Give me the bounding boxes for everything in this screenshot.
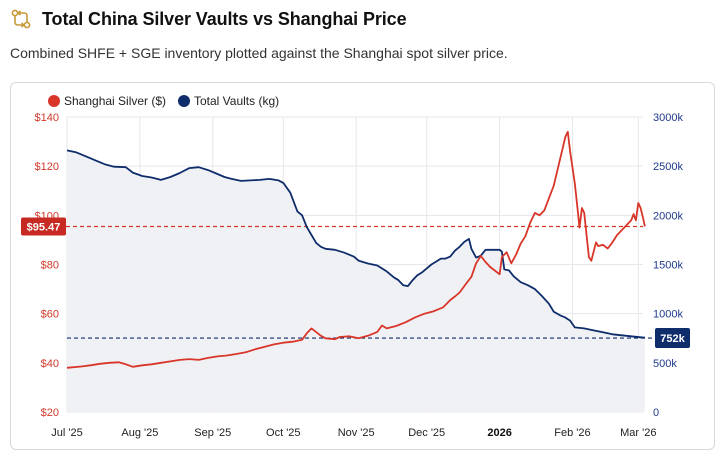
price-current-badge-label: $95.47 xyxy=(27,221,61,233)
left-axis-tick: $120 xyxy=(35,161,59,173)
left-axis-tick: $140 xyxy=(35,112,59,124)
x-axis-tick: Sep '25 xyxy=(194,427,231,439)
legend-label-price[interactable]: Shanghai Silver ($) xyxy=(64,94,166,108)
right-axis-tick: 2000k xyxy=(653,210,683,222)
left-axis-tick: $20 xyxy=(41,407,59,419)
price-series-line xyxy=(66,130,646,369)
right-axis-tick: 0 xyxy=(653,407,659,419)
x-axis-tick: Jul '25 xyxy=(51,427,82,439)
legend-label-vaults[interactable]: Total Vaults (kg) xyxy=(194,94,279,108)
legend-swatch-vaults xyxy=(178,95,190,107)
right-axis-tick: 1000k xyxy=(653,309,683,321)
x-axis-tick: Oct '25 xyxy=(266,427,301,439)
x-axis-tick: 2026 xyxy=(487,427,511,439)
vaults-current-badge xyxy=(655,328,690,349)
chart-card: $20 $40 $60 $80 $100 $120 $140 0 500k 1000k 1500k 2… xyxy=(10,82,715,450)
chart: $20$40$60$80$100$120$1400500k1000k1500k2… xyxy=(21,94,690,439)
x-axis-tick: Feb '26 xyxy=(554,427,590,439)
page-title: Total China Silver Vaults vs Shanghai Pr… xyxy=(42,8,407,29)
right-axis-tick: 1500k xyxy=(653,260,683,272)
right-axis-tick: 500k xyxy=(653,358,677,370)
vaults-area-fill xyxy=(67,150,645,412)
swap-arrows-icon xyxy=(11,9,31,29)
vaults-series-line xyxy=(66,149,645,339)
price-current-badge xyxy=(21,217,66,236)
right-axis-tick: 2500k xyxy=(653,161,683,173)
left-axis-tick: $60 xyxy=(41,309,59,321)
legend[interactable]: Shanghai Silver ($) Total Vaults (kg) xyxy=(48,94,279,108)
left-axis-tick: $80 xyxy=(41,260,59,272)
vaults-current-badge-label: 752k xyxy=(660,333,685,345)
legend-swatch-price xyxy=(48,95,60,107)
x-axis-tick: Mar '26 xyxy=(620,427,656,439)
x-axis-tick: Nov '25 xyxy=(338,427,375,439)
left-axis-tick: $40 xyxy=(41,358,59,370)
x-axis-tick: Dec '25 xyxy=(408,427,445,439)
right-axis-tick: 3000k xyxy=(653,112,683,124)
page-subtitle: Combined SHFE + SGE inventory plotted ag… xyxy=(10,45,508,61)
chart-header: Total China Silver Vaults vs Shanghai Pr… xyxy=(10,8,407,30)
x-axis-tick: Aug '25 xyxy=(121,427,158,439)
